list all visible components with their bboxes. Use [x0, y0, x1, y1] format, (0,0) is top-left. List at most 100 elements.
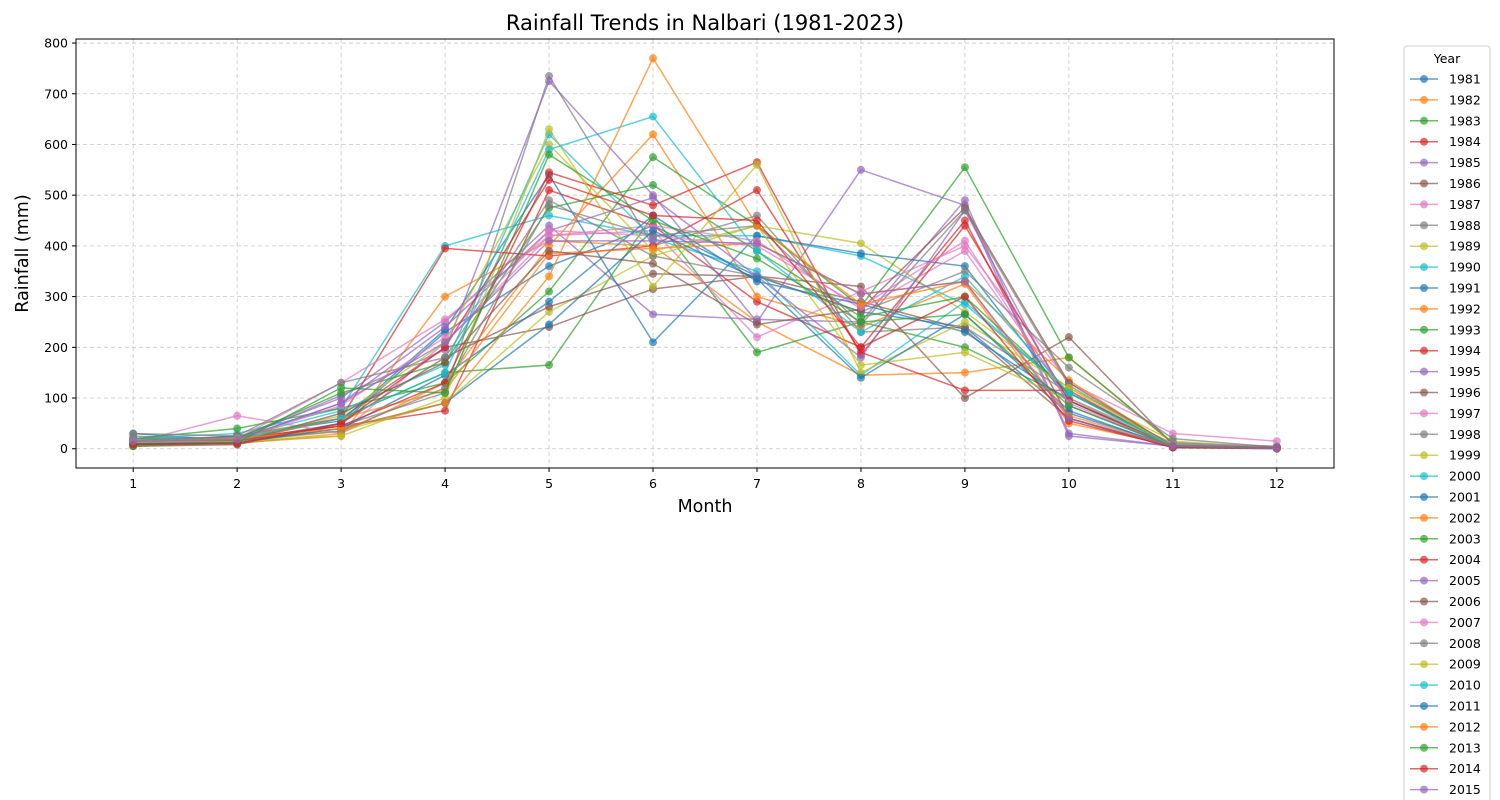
legend-item: 2001: [1410, 490, 1481, 505]
legend-swatch-marker: [1420, 764, 1428, 773]
legend-items: 1981 1982 1983 1984 1985 1986 1987 1988 1989 1990…: [1410, 72, 1481, 797]
data-point: [441, 315, 450, 324]
data-point: [441, 368, 450, 377]
legend-item: 2015: [1410, 782, 1481, 797]
series-line: [133, 153, 1277, 449]
y-tick-label: 200: [44, 340, 68, 355]
legend-label: 1986: [1449, 176, 1481, 191]
data-point: [649, 112, 658, 121]
data-point: [856, 353, 865, 362]
legend-item: 2013: [1410, 740, 1481, 755]
data-point: [856, 343, 865, 352]
legend-item: 2004: [1410, 552, 1481, 567]
x-tick-label: 3: [337, 476, 345, 491]
data-point: [649, 269, 658, 278]
y-tick-label: 800: [44, 36, 68, 51]
x-tick-label: 10: [1061, 476, 1077, 491]
data-point: [545, 125, 554, 134]
series-line: [133, 127, 1277, 449]
series-line: [133, 229, 1277, 449]
legend-swatch-marker: [1420, 785, 1428, 794]
data-point: [441, 292, 450, 301]
data-point: [545, 262, 554, 271]
data-point: [545, 168, 554, 177]
legend-swatch-marker: [1420, 639, 1428, 648]
data-point: [856, 328, 865, 337]
data-point: [545, 226, 554, 235]
legend-swatch-marker: [1420, 660, 1428, 669]
data-point: [545, 175, 554, 184]
data-point: [960, 368, 969, 377]
legend-label: 2008: [1449, 636, 1481, 651]
legend-label: 1984: [1449, 134, 1481, 149]
data-point: [649, 211, 658, 220]
data-point: [960, 386, 969, 395]
legend-label: 2004: [1449, 552, 1481, 567]
legend-label: 2014: [1449, 761, 1481, 776]
data-point: [960, 348, 969, 357]
data-point: [960, 310, 969, 319]
legend-item: 2002: [1410, 510, 1481, 525]
legend-item: 1992: [1410, 301, 1481, 316]
data-point: [752, 292, 761, 301]
x-tick-label: 2: [233, 476, 241, 491]
x-axis: 1 2 3 4 5 6 7 8 9 10 11 12: [129, 468, 1285, 491]
data-point: [1064, 401, 1073, 410]
legend-label: 2009: [1449, 657, 1481, 672]
data-point: [960, 328, 969, 337]
legend-item: 2012: [1410, 719, 1481, 734]
legend-label: 1987: [1449, 197, 1481, 212]
legend-label: 1985: [1449, 155, 1481, 170]
legend-label: 1999: [1449, 448, 1481, 463]
series-layer: [129, 54, 1281, 453]
data-point: [649, 201, 658, 210]
y-tick-label: 700: [44, 86, 68, 101]
data-point: [856, 165, 865, 174]
legend-label: 1993: [1449, 322, 1481, 337]
legend-item: 2014: [1410, 761, 1481, 776]
plot-frame: [75, 38, 1335, 469]
legend-swatch-marker: [1420, 451, 1428, 460]
data-point: [545, 211, 554, 220]
series-line: [133, 133, 1277, 449]
legend-item: 1999: [1410, 448, 1481, 463]
data-point: [649, 130, 658, 139]
series-1998: [129, 196, 1281, 452]
y-axis: 0 100 200 300 400 500 600 700 800: [44, 36, 76, 456]
data-point: [545, 361, 554, 370]
data-point: [960, 246, 969, 255]
legend-swatch-marker: [1420, 430, 1428, 439]
data-point: [856, 239, 865, 248]
legend-item: 1986: [1410, 176, 1481, 191]
legend-label: 1988: [1449, 218, 1481, 233]
series-line: [133, 206, 1277, 449]
legend-item: 2006: [1410, 594, 1481, 609]
data-point: [1064, 353, 1073, 362]
data-point: [545, 320, 554, 329]
legend-swatch-marker: [1420, 242, 1428, 251]
legend-swatch-marker: [1420, 137, 1428, 146]
data-point: [752, 186, 761, 195]
series-line: [133, 79, 1277, 449]
legend-label: 1994: [1449, 343, 1481, 358]
data-point: [649, 244, 658, 253]
data-point: [441, 406, 450, 415]
legend-swatch-marker: [1420, 179, 1428, 188]
legend-box: [1403, 45, 1491, 800]
data-point: [441, 323, 450, 332]
data-point: [856, 317, 865, 326]
x-tick-label: 5: [545, 476, 553, 491]
chart-title: Rainfall Trends in Nalbari (1981-2023): [506, 11, 904, 35]
legend-swatch-marker: [1420, 75, 1428, 83]
data-point: [1168, 434, 1177, 443]
legend-swatch-marker: [1420, 263, 1428, 272]
legend-swatch-marker: [1420, 158, 1428, 167]
data-point: [856, 300, 865, 309]
legend-label: 1995: [1449, 364, 1481, 379]
legend-title: Year: [1433, 51, 1461, 66]
series-2015: [129, 236, 1281, 453]
legend-label: 1990: [1449, 260, 1481, 275]
series-line: [133, 115, 1277, 449]
data-point: [960, 206, 969, 215]
